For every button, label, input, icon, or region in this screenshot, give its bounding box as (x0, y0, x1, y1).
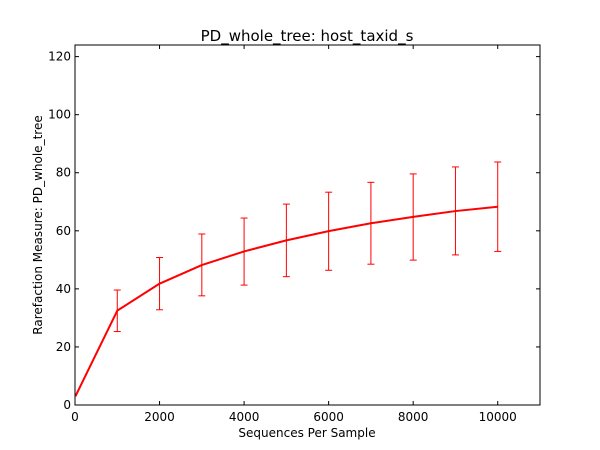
x-tick-label: 4000 (229, 410, 260, 424)
y-axis: 0 20 40 60 80 100 120 (48, 50, 540, 412)
y-tick-label: 120 (48, 50, 71, 64)
y-tick-label: 60 (56, 224, 71, 238)
y-tick-label: 100 (48, 108, 71, 122)
x-axis: 0 2000 4000 6000 8000 10000 (71, 45, 517, 424)
plot-frame (74, 44, 541, 406)
x-tick-label: 10000 (479, 410, 517, 424)
y-axis-label: Rarefaction Measure: PD_whole_tree (31, 115, 45, 334)
x-tick-label: 6000 (313, 410, 344, 424)
series-line (74, 205, 498, 397)
y-tick-label: 0 (63, 398, 71, 412)
y-tick-label: 20 (56, 340, 71, 354)
y-tick-label: 40 (56, 282, 71, 296)
chart-title: PD_whole_tree: host_taxid_s (201, 27, 414, 46)
x-tick-label: 8000 (398, 410, 429, 424)
error-bars (113, 161, 502, 333)
x-tick-label: 0 (71, 410, 79, 424)
x-axis-label: Sequences Per Sample (238, 426, 375, 440)
x-tick-label: 2000 (144, 410, 175, 424)
y-tick-label: 80 (56, 166, 71, 180)
plot-area (74, 161, 502, 397)
